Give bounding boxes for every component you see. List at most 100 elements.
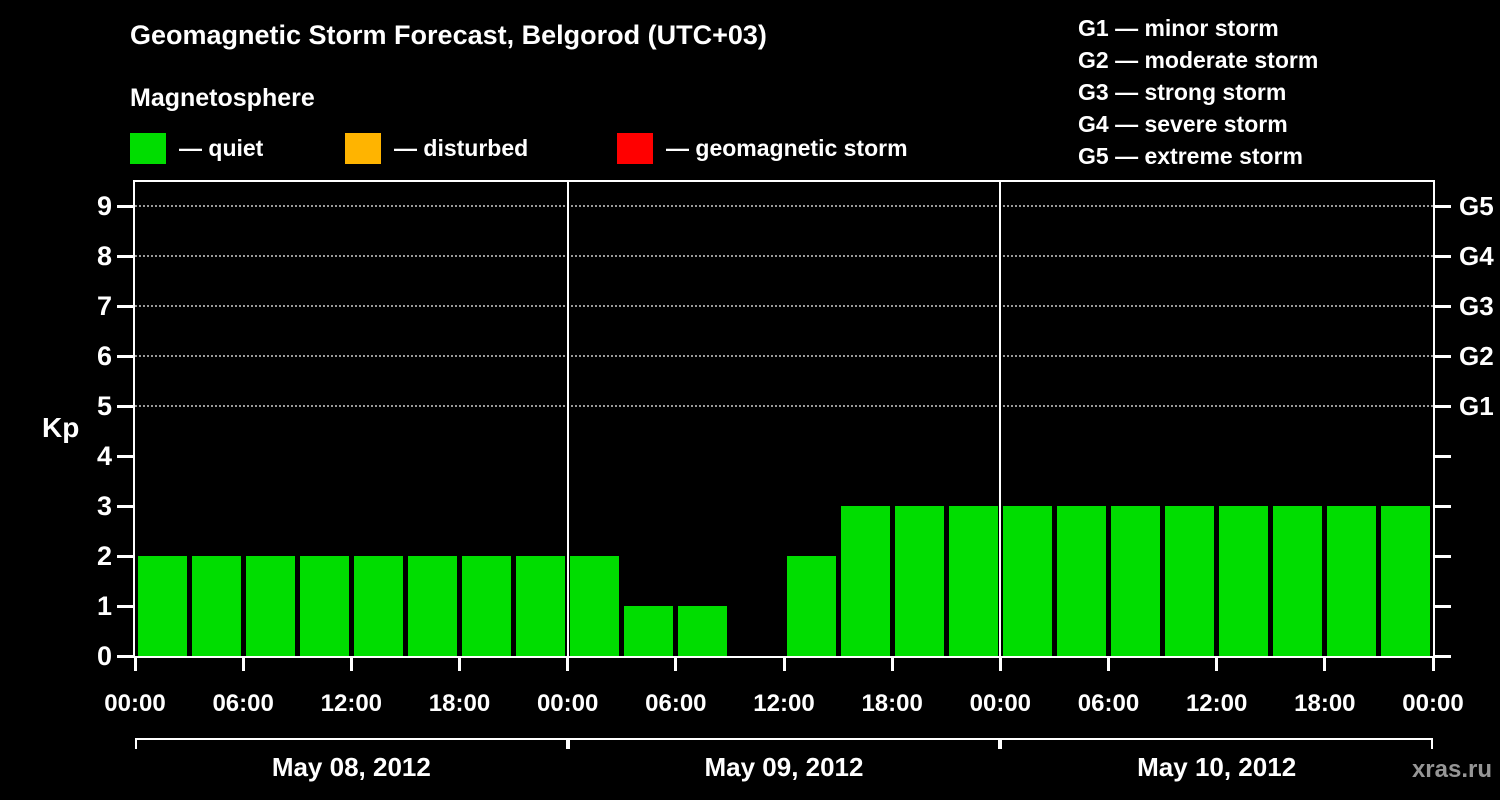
legend-label-disturbed: — disturbed bbox=[394, 134, 529, 161]
y-tick-left bbox=[117, 605, 133, 608]
x-tick bbox=[890, 658, 894, 671]
x-tick bbox=[349, 658, 353, 671]
y-axis-label: 9 bbox=[96, 191, 112, 221]
date-bracket-cap bbox=[567, 738, 570, 749]
y-tick-left bbox=[117, 505, 133, 508]
kp-bar bbox=[1327, 506, 1377, 656]
date-bracket bbox=[567, 738, 1001, 740]
kp-bar bbox=[516, 556, 566, 656]
storm-scale-item-g5: G5 — extreme storm bbox=[1078, 143, 1303, 169]
legend-swatch-disturbed bbox=[345, 132, 381, 164]
y-tick-left bbox=[117, 405, 133, 408]
y-tick-right bbox=[1435, 405, 1451, 408]
kp-bar bbox=[353, 556, 403, 656]
legend-label-quiet: — quiet bbox=[179, 134, 264, 161]
x-tick bbox=[1215, 658, 1219, 671]
y-tick-right bbox=[1435, 655, 1451, 658]
x-axis-label: 06:00 bbox=[1077, 690, 1140, 717]
y-tick-right bbox=[1435, 205, 1451, 208]
kp-bar bbox=[1219, 506, 1269, 656]
x-tick bbox=[241, 658, 245, 671]
gridline-kp-8 bbox=[135, 255, 1433, 257]
day-separator-line bbox=[999, 182, 1002, 656]
plot-area bbox=[135, 182, 1433, 656]
x-axis-label: 06:00 bbox=[645, 690, 707, 717]
kp-bar bbox=[840, 506, 890, 656]
y-tick-right bbox=[1435, 255, 1451, 258]
y-tick-right bbox=[1435, 355, 1451, 358]
kp-bar bbox=[462, 556, 512, 656]
y-tick-left bbox=[117, 555, 133, 558]
g-level-label: G1 bbox=[1459, 391, 1494, 421]
y-axis-label: 6 bbox=[96, 341, 112, 371]
y-tick-right bbox=[1435, 555, 1451, 558]
y-tick-right bbox=[1435, 605, 1451, 608]
x-axis-label: 18:00 bbox=[861, 690, 923, 717]
day-separator-line bbox=[566, 182, 569, 656]
kp-bar bbox=[137, 556, 187, 656]
x-axis-label: 00:00 bbox=[1402, 690, 1464, 717]
y-axis-label: 0 bbox=[96, 641, 112, 671]
x-axis-label: 00:00 bbox=[104, 690, 166, 717]
y-tick-left bbox=[117, 205, 133, 208]
y-axis-label: 2 bbox=[96, 541, 112, 571]
kp-bar bbox=[948, 506, 998, 656]
y-tick-left bbox=[117, 355, 133, 358]
x-axis-label: 06:00 bbox=[212, 690, 274, 717]
x-axis-label: 18:00 bbox=[428, 690, 491, 717]
date-label: May 10, 2012 bbox=[1137, 752, 1297, 782]
x-axis-label: 12:00 bbox=[320, 690, 383, 717]
date-label: May 09, 2012 bbox=[704, 752, 864, 782]
legend-item-disturbed: — disturbed bbox=[345, 130, 528, 166]
page-title: Geomagnetic Storm Forecast, Belgorod (UT… bbox=[130, 20, 767, 50]
y-tick-left bbox=[117, 255, 133, 258]
y-axis-label: 8 bbox=[96, 241, 112, 271]
x-tick bbox=[566, 658, 570, 671]
g-level-label: G3 bbox=[1459, 291, 1494, 321]
x-tick bbox=[998, 658, 1002, 671]
date-bracket-cap bbox=[135, 738, 137, 749]
storm-scale-item-g4: G4 — severe storm bbox=[1078, 111, 1288, 137]
gridline-kp-9 bbox=[135, 205, 1433, 207]
x-axis-label: 18:00 bbox=[1294, 690, 1356, 717]
x-tick bbox=[458, 658, 461, 671]
y-tick-left bbox=[117, 305, 133, 308]
g-level-label: G4 bbox=[1459, 241, 1494, 271]
kp-bar bbox=[570, 556, 620, 656]
y-tick-right bbox=[1435, 455, 1451, 458]
storm-scale-item-g2: G2 — moderate storm bbox=[1078, 47, 1319, 73]
legend-swatch-storm bbox=[617, 132, 653, 164]
x-tick bbox=[1323, 658, 1327, 671]
plot-frame bbox=[133, 180, 1435, 658]
legend-item-quiet: — quiet bbox=[130, 130, 263, 166]
kp-bar bbox=[1002, 506, 1052, 656]
g-level-label: G5 bbox=[1459, 191, 1494, 221]
kp-bar bbox=[894, 506, 944, 656]
y-axis-title: Kp bbox=[42, 412, 80, 443]
date-bracket-cap bbox=[1000, 738, 1003, 749]
x-axis-label: 00:00 bbox=[969, 690, 1032, 717]
kp-bar bbox=[678, 606, 728, 656]
x-axis-label: 00:00 bbox=[536, 690, 599, 717]
y-axis-label: 4 bbox=[96, 441, 112, 471]
x-axis-label: 12:00 bbox=[753, 690, 815, 717]
kp-bar bbox=[299, 556, 349, 656]
y-axis-label: 7 bbox=[96, 291, 112, 321]
y-tick-left bbox=[117, 655, 133, 658]
gridline-kp-6 bbox=[135, 355, 1433, 357]
x-axis-label: 12:00 bbox=[1185, 690, 1248, 717]
y-axis-label: 1 bbox=[96, 591, 112, 621]
kp-bar bbox=[1273, 506, 1323, 656]
storm-scale-item-g1: G1 — minor storm bbox=[1078, 15, 1279, 41]
y-tick-right bbox=[1435, 305, 1451, 308]
y-axis-label: 3 bbox=[96, 491, 112, 521]
date-bracket bbox=[135, 738, 568, 740]
gridline-kp-5 bbox=[135, 405, 1433, 407]
x-tick bbox=[782, 658, 786, 671]
kp-bar bbox=[624, 606, 674, 656]
kp-bar bbox=[407, 556, 457, 656]
subtitle-magnetosphere: Magnetosphere bbox=[130, 84, 315, 112]
date-bracket bbox=[1000, 738, 1433, 740]
legend-item-storm: — geomagnetic storm bbox=[617, 130, 908, 166]
